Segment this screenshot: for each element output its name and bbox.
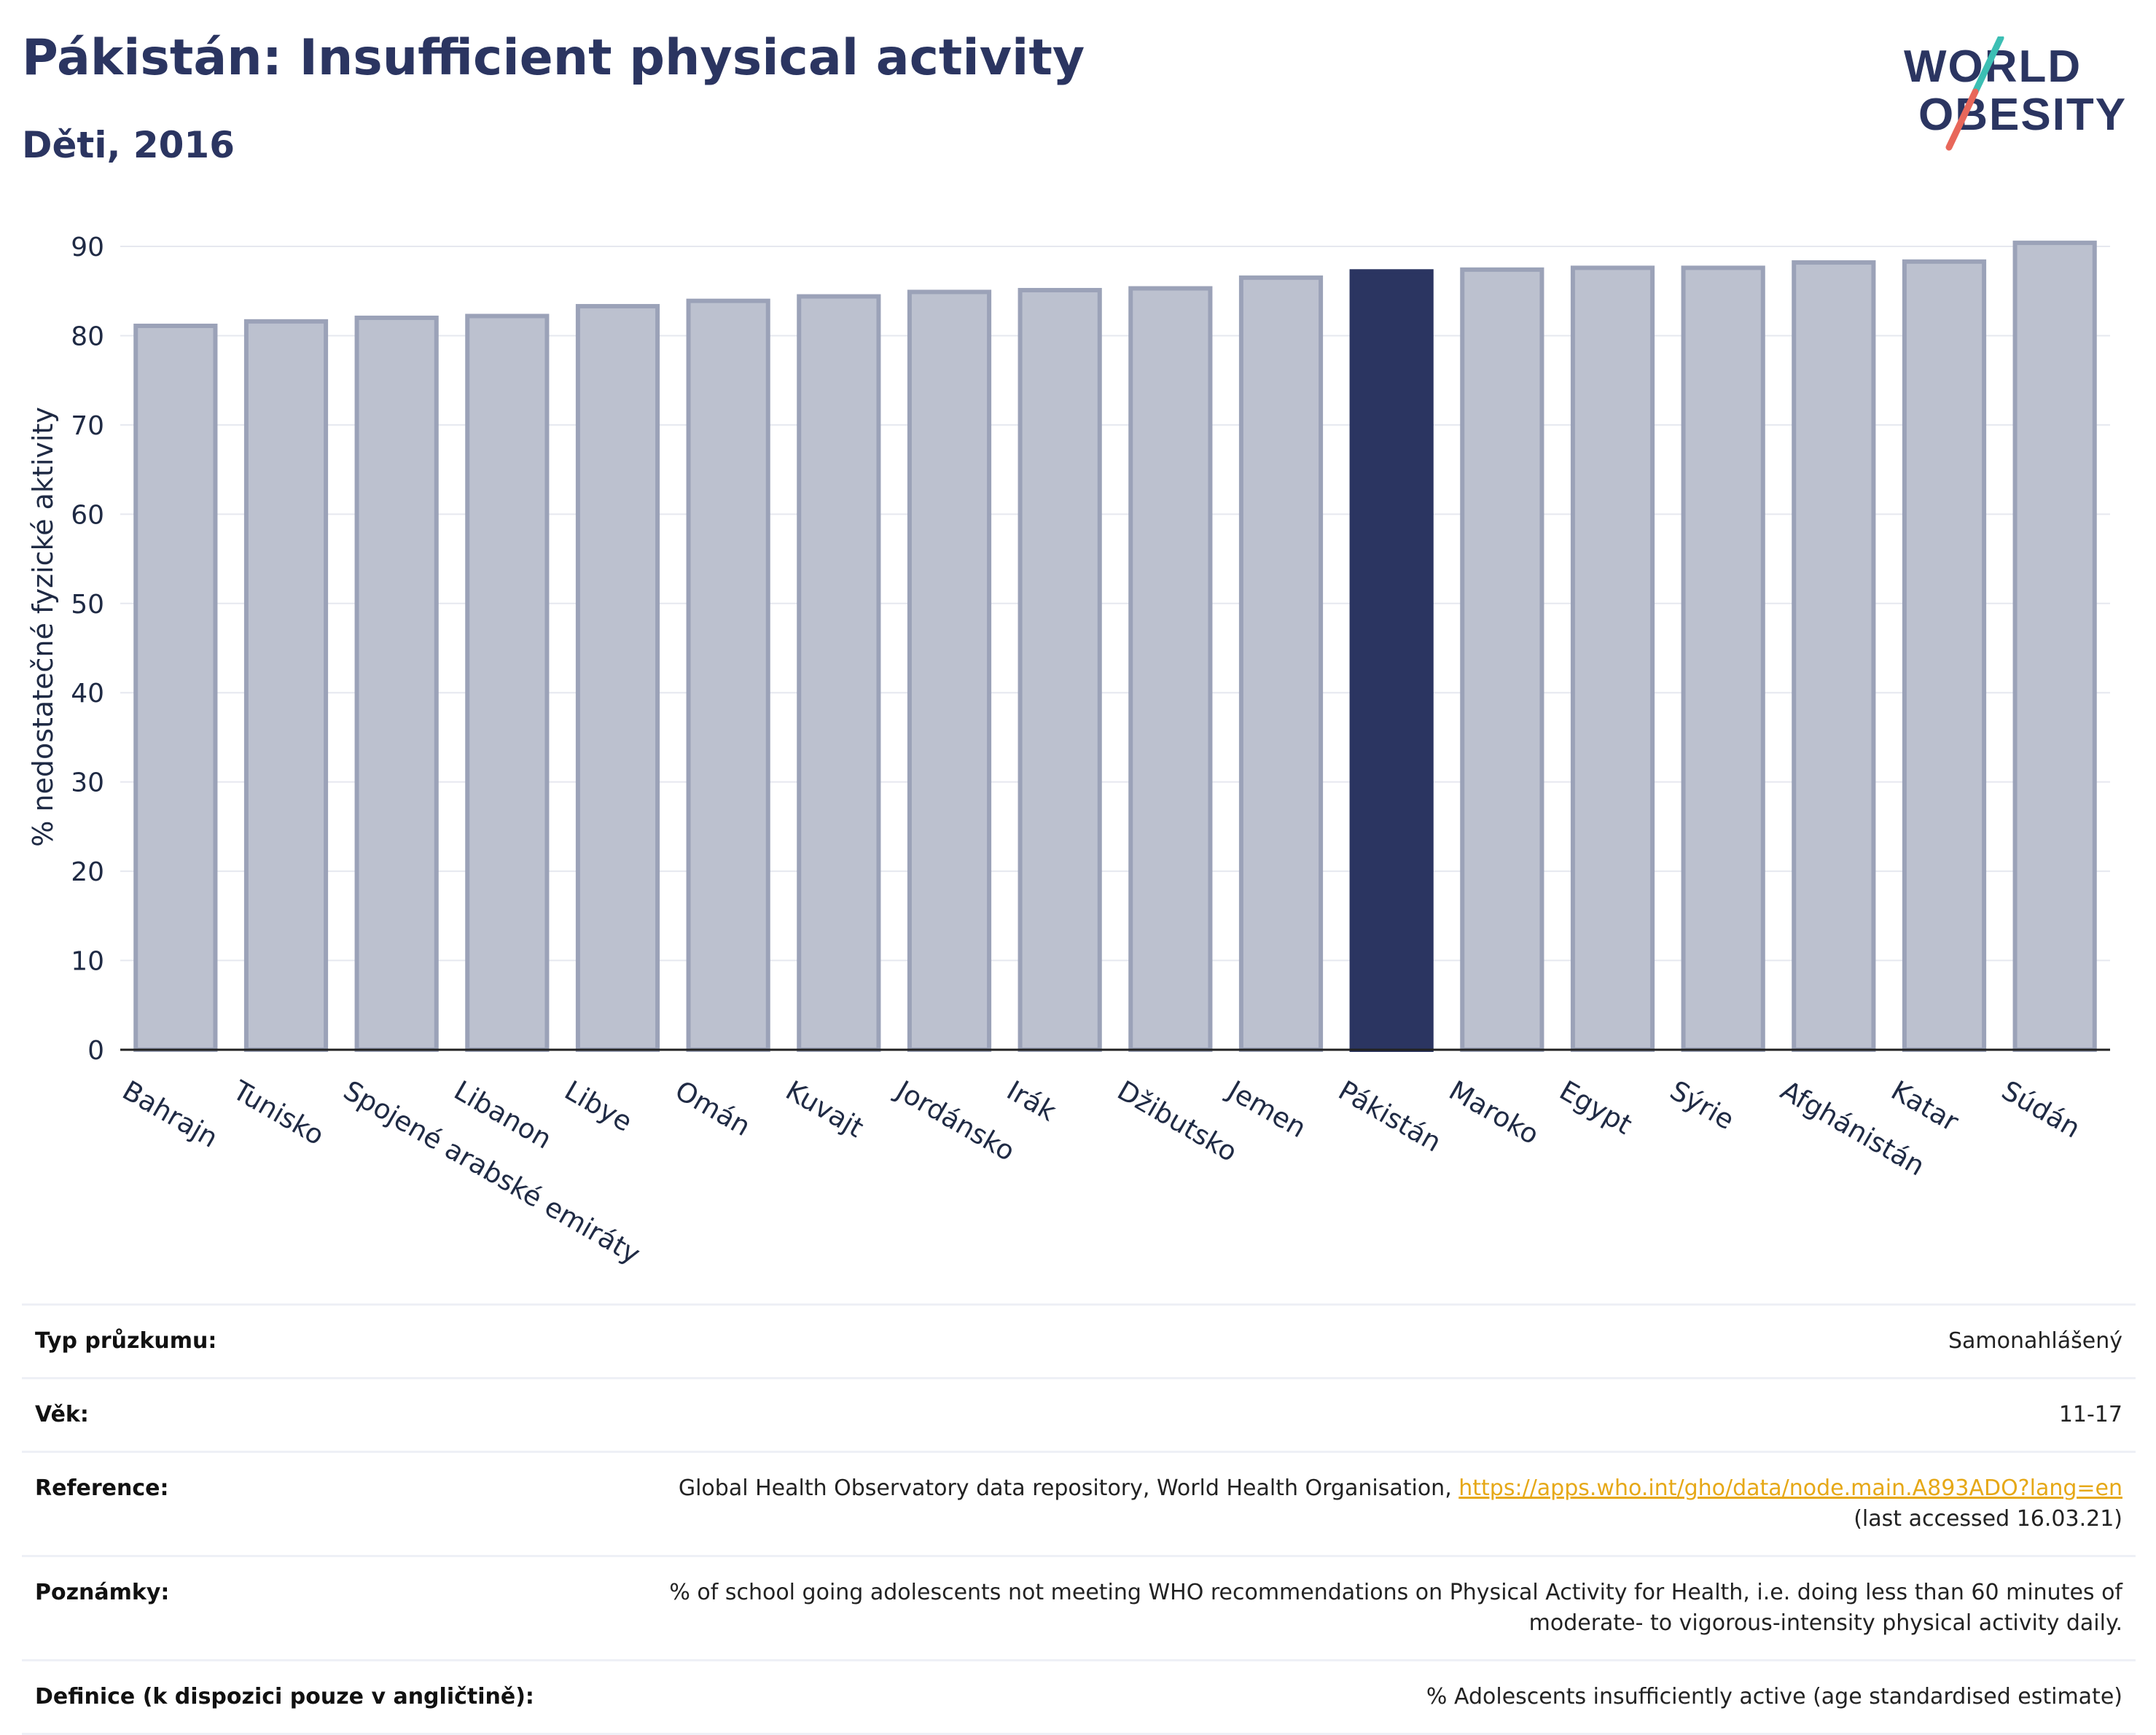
logo-slash-red (1945, 88, 1979, 151)
x-tick-label: Omán (670, 1075, 756, 1142)
x-tick-label: Libye (559, 1075, 637, 1138)
y-tick-label: 20 (71, 857, 104, 887)
bar-džibutsko (1128, 286, 1213, 1053)
x-tick-label: Džibutsko (1112, 1075, 1243, 1168)
x-tick-label: Súdán (1996, 1075, 2085, 1145)
y-tick-label: 10 (71, 947, 104, 977)
bar-jemen (1238, 275, 1324, 1052)
x-tick-label: Pákistán (1333, 1075, 1447, 1158)
reference-link[interactable]: https://apps.who.int/gho/data/node.main.… (1458, 1475, 2122, 1501)
info-table: Typ průzkumu: Samonahlášený Věk: 11-17 R… (22, 1303, 2136, 1735)
bar-afghánistán (1792, 260, 1876, 1052)
y-tick-label: 30 (71, 768, 104, 798)
page-title: Pákistán: Insufficient physical activity (22, 29, 1085, 87)
survey-value: Samonahlášený (558, 1303, 2136, 1379)
bar-irák (1018, 287, 1102, 1052)
notes-line-1: % of school going adolescents not meetin… (669, 1580, 2122, 1605)
bar-jordánsko (907, 289, 992, 1052)
notes-line-2: moderate- to vigorous-intensity physical… (1528, 1610, 2122, 1636)
y-tick-label: 80 (71, 321, 104, 351)
bar-bahrajn (133, 323, 218, 1052)
x-tick-label: Egypt (1554, 1075, 1637, 1141)
y-tick-label: 90 (71, 233, 104, 262)
x-tick-label: Tunisko (227, 1075, 329, 1152)
x-tick-label: Irák (1001, 1075, 1062, 1128)
y-axis-title: % nedostatečné fyzické aktivity (27, 407, 59, 847)
y-tick-label: 60 (71, 500, 104, 530)
bar-maroko (1460, 267, 1544, 1052)
reference-label: Reference: (22, 1451, 558, 1556)
info-row-age: Věk: 11-17 (22, 1377, 2136, 1452)
bar-libanon (465, 313, 550, 1052)
x-tick-label: Sýrie (1665, 1075, 1740, 1136)
bar-súdán (2012, 241, 2097, 1053)
x-tick-label: Kuvajt (781, 1075, 869, 1144)
definition-label: Definice (k dispozici pouze v angličtině… (22, 1659, 558, 1735)
reference-accessed: (last accessed 16.03.21) (1854, 1506, 2122, 1532)
age-value: 11-17 (558, 1377, 2136, 1452)
x-tick-label: Katar (1886, 1075, 1964, 1138)
info-row-definition: Definice (k dispozici pouze v angličtině… (22, 1659, 2136, 1735)
bar-katar (1902, 259, 1987, 1052)
bar-spojené-arabské-emiráty (354, 315, 439, 1052)
reference-text: Global Health Observatory data repositor… (678, 1475, 1459, 1501)
y-tick-label: 40 (71, 679, 104, 709)
bar-tunisko (243, 319, 329, 1052)
reference-value: Global Health Observatory data repositor… (558, 1451, 2136, 1556)
x-tick-label: Bahrajn (117, 1075, 223, 1154)
age-label: Věk: (22, 1377, 558, 1452)
page-subtitle: Děti, 2016 (22, 124, 235, 166)
bar-egypt (1570, 265, 1655, 1052)
survey-label: Typ průzkumu: (22, 1303, 558, 1379)
x-tick-label: Maroko (1444, 1075, 1544, 1150)
y-tick-label: 0 (87, 1036, 104, 1066)
definition-value: % Adolescents insufficiently active (age… (558, 1659, 2136, 1735)
bar-libye (575, 304, 660, 1052)
bar-kuvajt (797, 294, 881, 1053)
bar-sýrie (1681, 265, 1765, 1052)
bar-pákistán (1349, 269, 1434, 1053)
notes-label: Poznámky: (22, 1555, 558, 1661)
info-row-reference: Reference: Global Health Observatory dat… (22, 1451, 2136, 1556)
y-tick-label: 50 (71, 590, 104, 620)
y-tick-label: 70 (71, 411, 104, 441)
logo-slash-teal (1972, 36, 2004, 95)
bar-omán (686, 298, 770, 1052)
x-tick-label: Jordánsko (890, 1074, 1020, 1167)
notes-value: % of school going adolescents not meetin… (558, 1555, 2136, 1661)
info-row-notes: Poznámky: % of school going adolescents … (22, 1555, 2136, 1661)
world-obesity-logo: WORLD OBESITY (1904, 36, 2125, 151)
x-tick-label: Jemen (1222, 1074, 1312, 1144)
info-row-survey: Typ průzkumu: Samonahlášený (22, 1303, 2136, 1379)
